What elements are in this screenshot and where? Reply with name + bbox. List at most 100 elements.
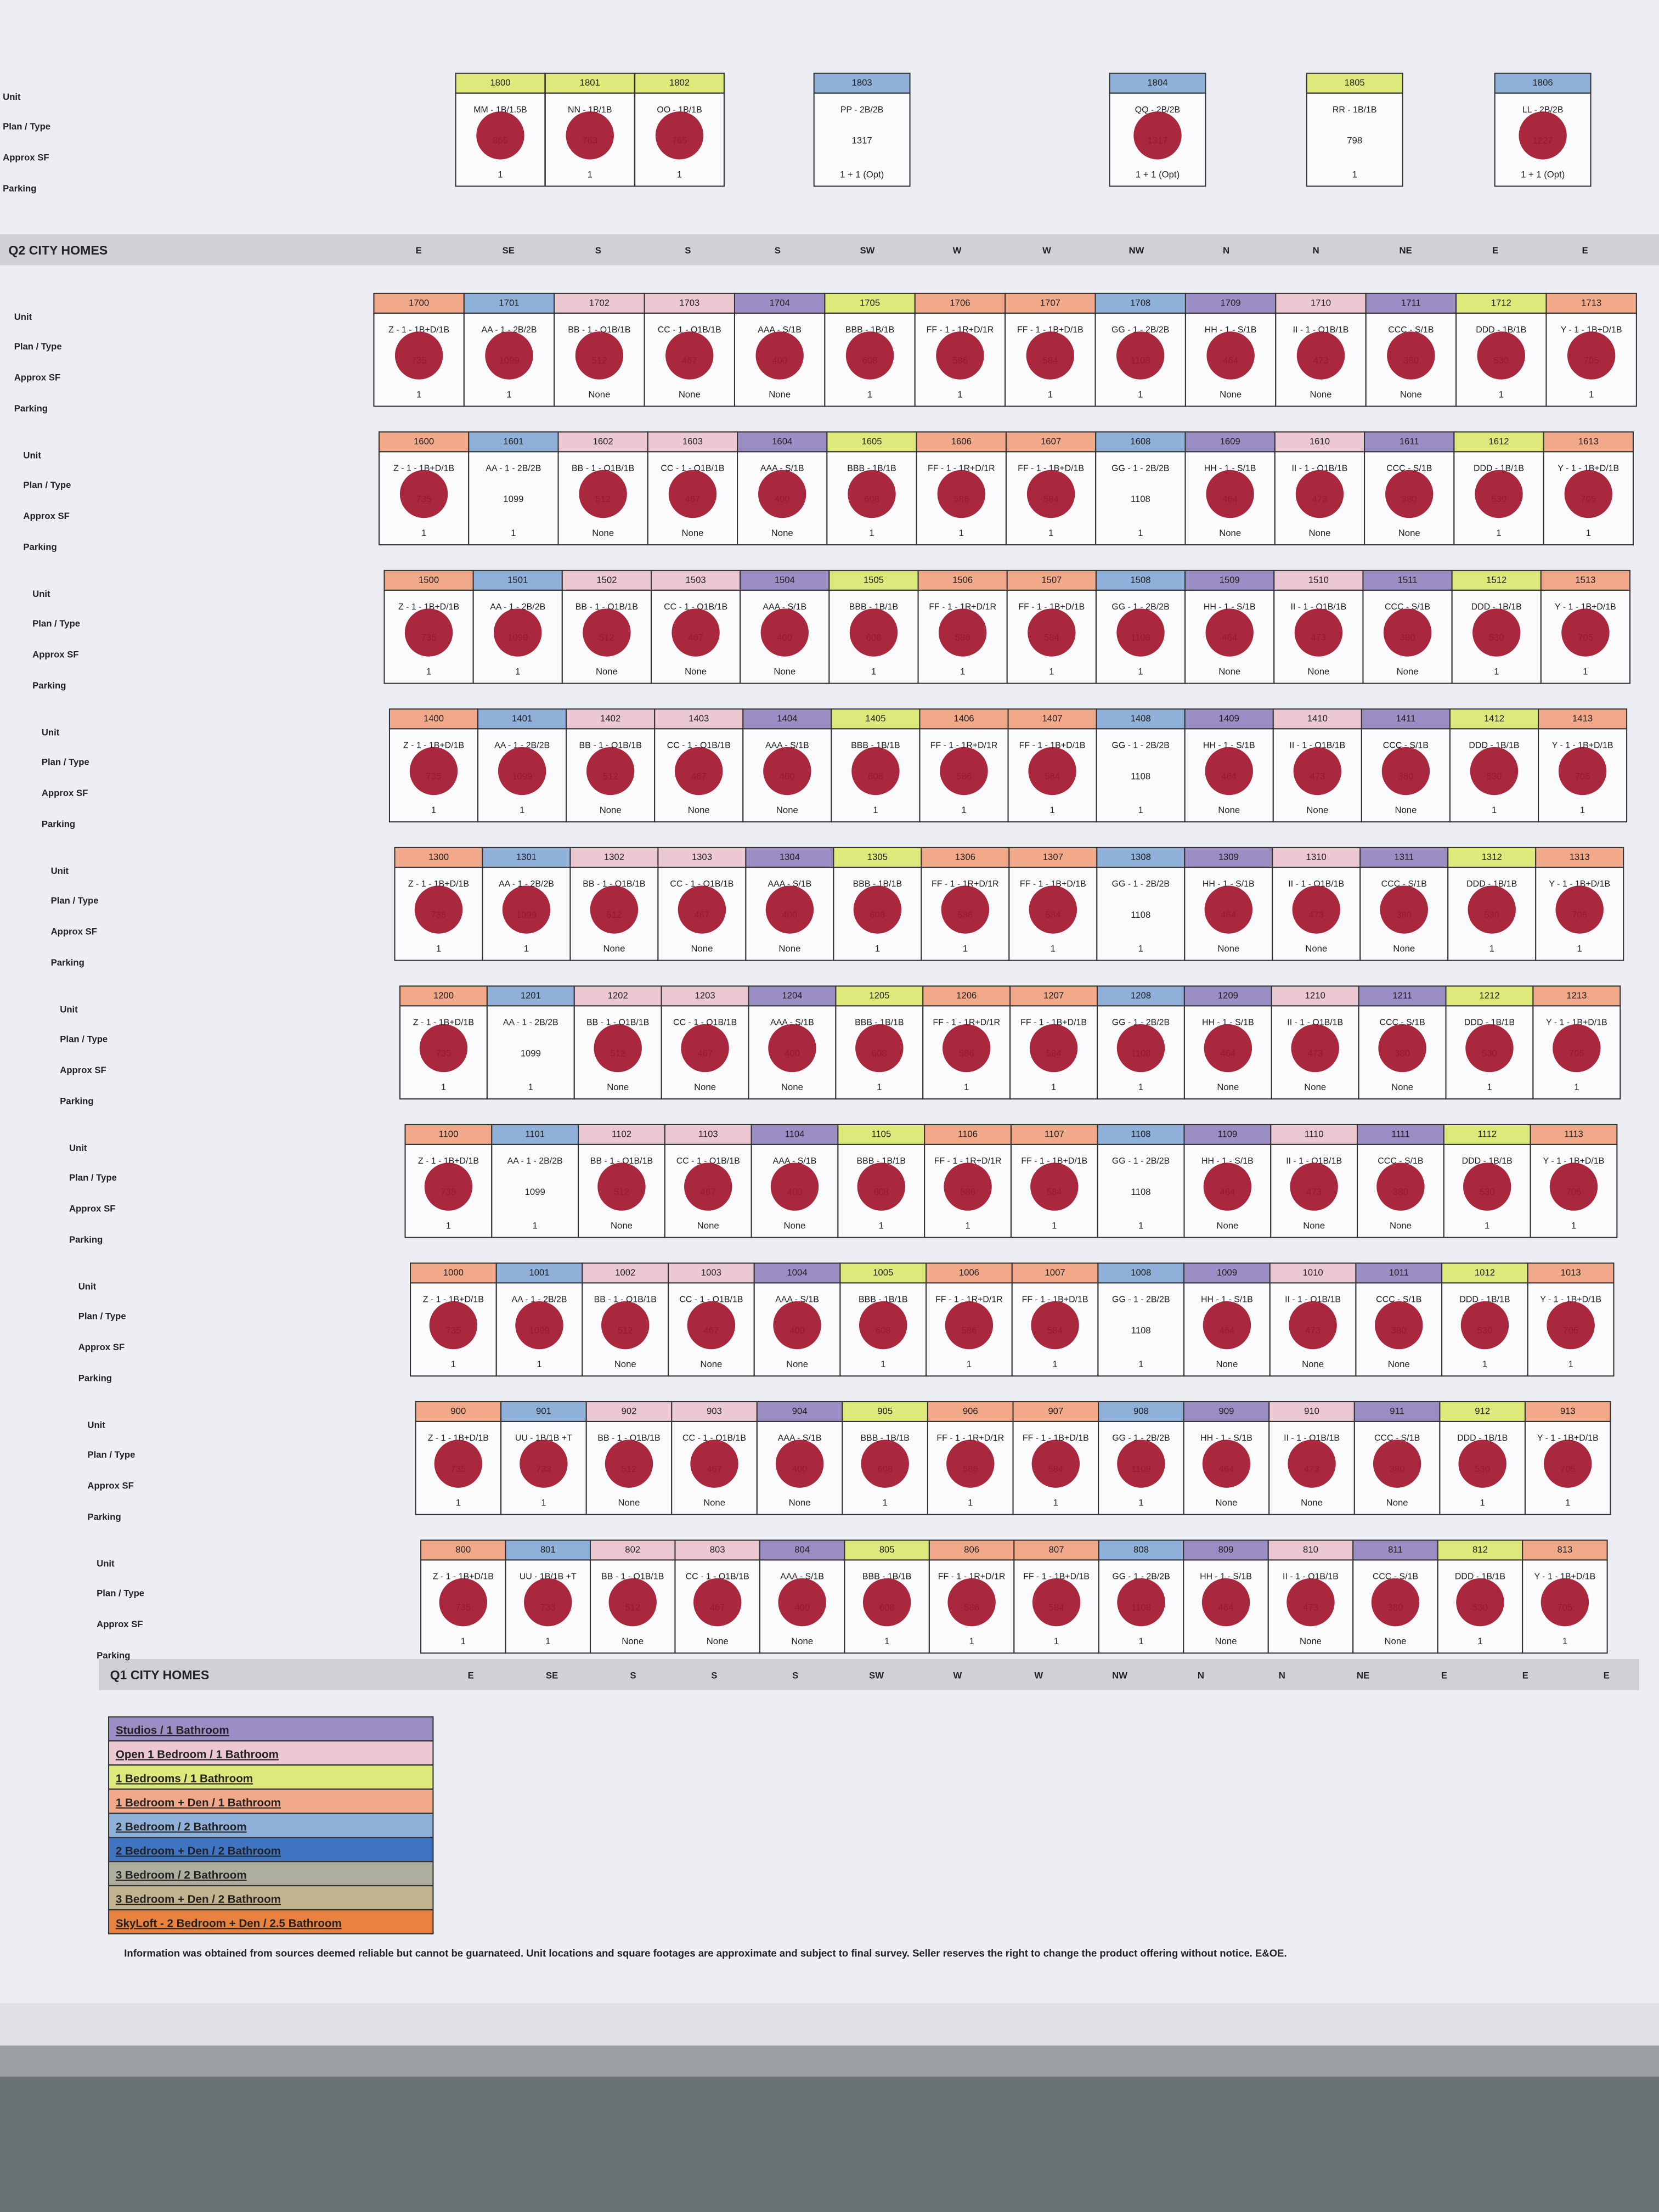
plan-type: GG - 1 - 2B/2B [1112, 1295, 1170, 1305]
sold-dot [1294, 608, 1343, 657]
sold-dot [1380, 885, 1428, 934]
parking: 1 [1052, 1221, 1057, 1231]
unit-cell [1096, 728, 1186, 823]
legend-swatch [108, 1837, 434, 1863]
plan-type: UU - 1B/1B +T [520, 1572, 577, 1582]
unit-header [839, 1262, 927, 1284]
sold-dot [1553, 1024, 1601, 1073]
parking: None [784, 1221, 806, 1231]
plan-type: DDD - 1B/1B [1457, 1434, 1508, 1443]
orientation: S [630, 1670, 636, 1680]
unit-number: 1210 [1305, 990, 1325, 1001]
unit-number: 1302 [604, 851, 624, 862]
unit-header [1275, 292, 1367, 314]
parking: 1 [1565, 1498, 1570, 1508]
plan-type: BBB - 1B/1B [849, 602, 898, 612]
parking: 1 [1499, 389, 1504, 399]
unit-number: 1305 [867, 851, 888, 862]
unit-number: 1404 [777, 713, 797, 724]
sold-dot [1029, 1024, 1078, 1073]
row-label: Parking [60, 1096, 93, 1107]
plan-type: BBB - 1B/1B [855, 1018, 904, 1027]
parking: 1 + 1 (Opt) [1136, 169, 1180, 179]
unit-number: 902 [622, 1406, 637, 1416]
parking: 1 [1048, 389, 1053, 399]
sold-dot [857, 1163, 905, 1211]
plan-type: FF - 1 - 1R+D/1R [927, 325, 994, 335]
row-label: Parking [97, 1650, 130, 1661]
plan-type: FF - 1 - 1B+D/1B [1021, 1156, 1087, 1166]
unit-header [1097, 1124, 1185, 1145]
plan-type: AA - 1 - 2B/2B [494, 741, 550, 750]
sold-dot [687, 1301, 736, 1350]
sold-dot [755, 331, 804, 380]
plan-type: HH - 1 - S/1B [1201, 1295, 1253, 1305]
row-label: Approx SF [60, 1065, 106, 1075]
parking: 1 [456, 1498, 461, 1508]
unit-number: 1801 [580, 77, 600, 88]
plan-type: BBB - 1B/1B [851, 741, 900, 750]
unit-cell [486, 1005, 575, 1100]
unit-header [1012, 1401, 1099, 1422]
sold-dot [1206, 470, 1254, 518]
sold-dot [773, 1301, 821, 1350]
orientation: E [468, 1670, 474, 1680]
unit-header [759, 1539, 845, 1561]
unit-number: 1411 [1396, 713, 1415, 724]
sold-dot [520, 1440, 568, 1488]
unit-header [1097, 1262, 1185, 1284]
sold-dot [665, 331, 714, 380]
unit-number: 1604 [772, 436, 792, 447]
parking: 1 [441, 1082, 446, 1092]
unit-header [826, 431, 917, 453]
sold-dot [763, 747, 811, 795]
parking: None [1215, 1636, 1237, 1646]
unit-header [1013, 1539, 1099, 1561]
unit-number: 1211 [1392, 990, 1412, 1001]
plan-type: GG - 1 - 2B/2B [1111, 325, 1169, 335]
unit-header [1437, 1539, 1523, 1561]
unit-number: 1201 [521, 990, 541, 1001]
parking: 1 [960, 666, 965, 676]
unit-number: 1107 [1045, 1128, 1064, 1139]
parking: 1 + 1 (Opt) [1521, 169, 1565, 179]
unit-number: 1011 [1389, 1267, 1409, 1278]
unit-header [1527, 1262, 1615, 1284]
unit-number: 1111 [1391, 1128, 1409, 1139]
unit-header [657, 847, 747, 868]
unit-number: 909 [1219, 1406, 1234, 1416]
unit-number: 803 [710, 1544, 725, 1555]
unit-number: 1603 [682, 436, 703, 447]
parking: None [1390, 1221, 1412, 1231]
parking: None [603, 943, 625, 953]
approx-sf: 1099 [521, 1048, 541, 1058]
plan-type: CC - 1 - O1B/1B [661, 464, 724, 473]
plan-type: AAA - S/1B [768, 879, 812, 889]
row-label: Parking [32, 680, 66, 691]
parking: 1 [524, 943, 529, 953]
parking: None [607, 1082, 629, 1092]
parking: 1 [1048, 528, 1053, 538]
parking: None [679, 389, 701, 399]
plan-type: FF - 1 - 1R+D/1R [932, 879, 999, 889]
row-label: Unit [42, 727, 60, 738]
sold-dot [601, 1301, 650, 1350]
unit-number: 910 [1304, 1406, 1319, 1416]
unit-number: 1100 [438, 1128, 458, 1139]
parking: 1 [875, 943, 880, 953]
unit-header [1445, 985, 1534, 1007]
unit-number: 1612 [1488, 436, 1509, 447]
plan-type: Y - 1 - 1B+D/1B [1561, 325, 1622, 335]
unit-number: 1608 [1130, 436, 1150, 447]
legend-swatch [108, 1885, 434, 1910]
plan-type: AAA - S/1B [775, 1295, 819, 1305]
sold-dot [1203, 1301, 1251, 1350]
sold-dot [594, 1024, 642, 1073]
unit-number: 1108 [1131, 1128, 1151, 1139]
unit-number: 1200 [433, 990, 454, 1001]
parking: 1 [1487, 1082, 1492, 1092]
plan-type: CCC - S/1B [1388, 325, 1434, 335]
unit-number: 1206 [956, 990, 977, 1001]
unit-header [661, 985, 749, 1007]
unit-number: 1702 [589, 297, 610, 308]
